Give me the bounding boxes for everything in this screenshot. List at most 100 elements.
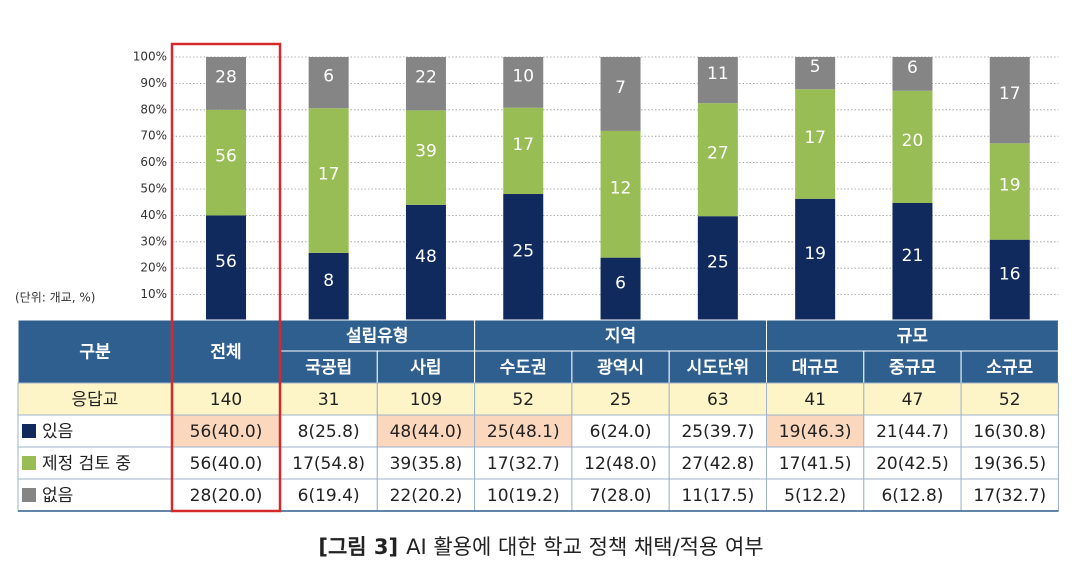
bar-count-label: 48 — [415, 247, 437, 267]
column-header: 대규모 — [792, 358, 839, 378]
column-header: 광역시 — [597, 358, 644, 378]
cell-text: 41 — [804, 390, 826, 410]
bar-count-label: 27 — [707, 144, 729, 164]
bar-count-label: 6 — [907, 58, 918, 78]
table-cell — [279, 382, 378, 416]
table-cell — [571, 478, 670, 512]
bar-segment — [503, 57, 544, 108]
cell-text: 56(40.0) — [190, 454, 263, 474]
cell-text: 28(20.0) — [190, 486, 263, 506]
cell-text: 21(44.7) — [876, 422, 949, 442]
cell-text: 5(12.2) — [784, 486, 846, 506]
table-cell — [960, 382, 1059, 416]
bar-segment — [405, 204, 446, 321]
column-header: 중규모 — [889, 358, 936, 378]
table-cell — [960, 478, 1059, 512]
cell-text: 109 — [410, 390, 442, 410]
caption-text: AI 활용에 대한 학교 정책 채택/적용 여부 — [406, 535, 764, 559]
column-header: 소규모 — [986, 358, 1033, 378]
row-label: 없음 — [42, 486, 73, 506]
table-cell — [474, 414, 573, 448]
group-header: 설립유형 — [346, 326, 409, 347]
header-cell — [376, 350, 476, 384]
cell-text: 11(17.5) — [681, 486, 754, 506]
bar-segment — [206, 109, 246, 216]
header-cell — [474, 319, 767, 352]
bar-segment — [600, 57, 641, 131]
header-label: 구분 — [79, 343, 111, 363]
column-header: 수도권 — [500, 358, 547, 378]
cell-text: 17(32.7) — [487, 454, 560, 474]
y-tick-label: 70% — [140, 129, 167, 143]
cell-text: 17(32.7) — [973, 486, 1046, 506]
table-cell — [474, 382, 573, 416]
y-tick-label: 100% — [133, 50, 167, 64]
bar-segment — [503, 107, 544, 195]
bar-count-label: 28 — [215, 67, 237, 87]
cell-text: 6(24.0) — [590, 422, 652, 442]
cell-text: 17(41.5) — [779, 454, 852, 474]
cell-text: 19(46.3) — [779, 422, 852, 442]
header-cell — [668, 350, 768, 384]
bar-segment — [405, 57, 446, 111]
cell-text: 25(39.7) — [681, 422, 754, 442]
bar-count-label: 12 — [610, 178, 632, 198]
table-cell — [766, 478, 865, 512]
table-cell — [960, 414, 1059, 448]
bar-segment — [989, 57, 1030, 144]
legend-swatch — [22, 424, 36, 438]
y-tick-label: 30% — [140, 234, 167, 248]
cell-text: 31 — [318, 390, 340, 410]
cell-text: 52 — [999, 390, 1021, 410]
bar-count-label: 25 — [707, 253, 729, 273]
legend-swatch — [22, 488, 36, 502]
column-header: 전체 — [210, 343, 241, 363]
cell-text: 20(42.5) — [876, 454, 949, 474]
y-tick-label: 20% — [140, 261, 167, 275]
bar-segment — [308, 57, 349, 109]
group-header: 규모 — [897, 327, 929, 347]
table-cell — [863, 446, 962, 480]
cell-text: 10(19.2) — [487, 486, 560, 506]
bar-count-label: 22 — [415, 68, 437, 88]
bar-count-label: 17 — [512, 135, 534, 155]
bar-segment — [892, 57, 933, 91]
legend-swatch — [22, 456, 36, 470]
cell-text: 6(19.4) — [298, 486, 360, 506]
header-cell — [960, 350, 1059, 384]
bar-segment — [308, 108, 349, 253]
header-cell — [766, 319, 1059, 352]
bar-count-label: 11 — [707, 64, 729, 84]
cell-text: 63 — [707, 390, 729, 410]
bar-count-label: 8 — [323, 271, 334, 291]
cell-text: 52 — [512, 390, 534, 410]
column-header: 시도단위 — [687, 358, 750, 378]
bar-count-label: 5 — [810, 57, 821, 77]
bar-segment — [308, 252, 349, 321]
bar-segment — [892, 202, 933, 321]
cell-text: 47 — [902, 390, 924, 410]
bar-segment — [503, 194, 544, 321]
cell-text: 12(48.0) — [584, 454, 657, 474]
y-tick-label: 10% — [140, 287, 167, 301]
bar-count-label: 25 — [512, 242, 534, 262]
cell-text: 27(42.8) — [681, 454, 754, 474]
cell-text: 25 — [610, 390, 632, 410]
table-cell — [474, 446, 573, 480]
y-tick-label: 50% — [140, 182, 167, 196]
bar-count-label: 56 — [215, 147, 237, 167]
table-cell — [863, 414, 962, 448]
bar-segment — [600, 130, 641, 258]
unit-note: (단위: 개교, %) — [15, 291, 95, 305]
column-header: 사립 — [410, 358, 441, 378]
cell-text: 17(54.8) — [292, 454, 365, 474]
bar-segment — [795, 89, 836, 199]
bar-segment — [697, 57, 738, 104]
bar-segment — [600, 257, 641, 321]
row-label: 있음 — [42, 422, 73, 442]
bar-segment — [989, 239, 1030, 321]
bar-count-label: 17 — [999, 84, 1021, 104]
y-tick-label: 60% — [140, 155, 167, 169]
cell-text: 16(30.8) — [973, 422, 1046, 442]
